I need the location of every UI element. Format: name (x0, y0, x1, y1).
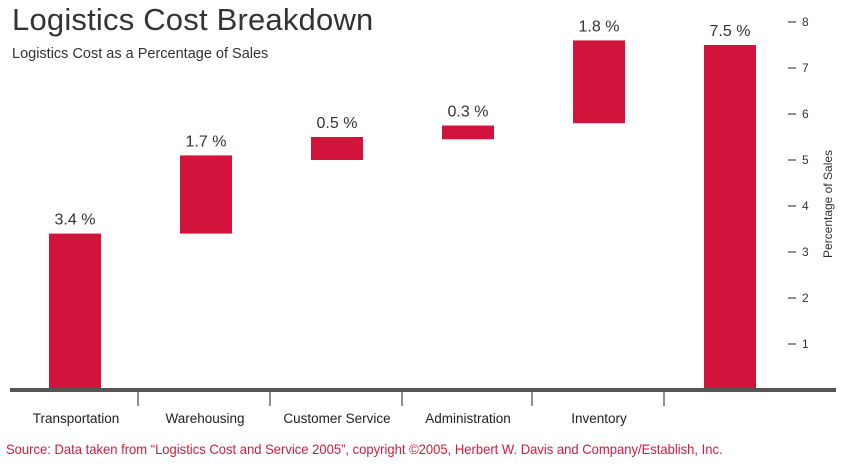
category-label-5: Inventory (571, 411, 627, 426)
y-tick-label-5: 5 (802, 153, 809, 167)
bar-1 (49, 233, 101, 390)
chart-subtitle: Logistics Cost as a Percentage of Sales (12, 46, 269, 62)
bar-6 (704, 45, 756, 390)
category-label-1: Transportation (33, 411, 120, 426)
y-axis-title: Percentage of Sales (821, 150, 835, 258)
bar-2 (180, 155, 232, 234)
y-tick-label-4: 4 (802, 199, 809, 213)
y-tick-label-1: 1 (802, 337, 809, 351)
category-label-3: Customer Service (283, 411, 390, 426)
bar-5 (573, 40, 625, 124)
y-tick-label-3: 3 (802, 245, 809, 259)
data-label-5: 1.8 % (579, 18, 620, 35)
category-label-2: Warehousing (165, 411, 244, 426)
data-label-6: 7.5 % (710, 23, 751, 40)
chart-title: Logistics Cost Breakdown (12, 2, 374, 37)
y-tick-label-7: 7 (802, 61, 809, 75)
data-label-4: 0.3 % (448, 104, 489, 121)
bar-4 (442, 125, 494, 140)
source-note: Source: Data taken from “Logistics Cost … (6, 441, 723, 457)
category-label-4: Administration (425, 411, 511, 426)
y-tick-label-8: 8 (802, 15, 809, 29)
data-label-1: 3.4 % (55, 212, 96, 229)
y-tick-label-6: 6 (802, 107, 809, 121)
data-label-2: 1.7 % (186, 133, 227, 150)
bar-3 (311, 137, 363, 160)
data-label-3: 0.5 % (317, 115, 358, 132)
y-tick-label-2: 2 (802, 291, 809, 305)
